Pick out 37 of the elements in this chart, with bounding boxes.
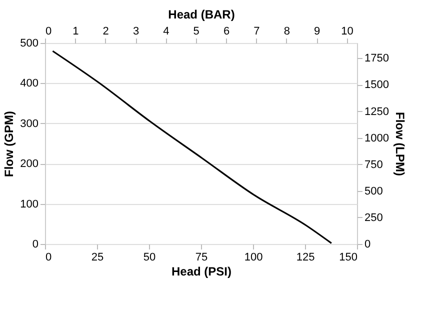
x2-tick-label: 8 <box>284 26 290 38</box>
y-tick-label: 500 <box>20 38 38 50</box>
x2-tick-label: 4 <box>163 26 170 38</box>
y2-tick-label: 1000 <box>364 132 389 144</box>
x2-axis-title: Head (BAR) <box>168 8 235 22</box>
y2-axis-title: Flow (LPM) <box>392 112 407 176</box>
x2-tick-label: 6 <box>223 26 230 38</box>
x-tick-label: 125 <box>296 252 315 264</box>
x2-tick-label: 2 <box>102 26 109 38</box>
x2-tick-label: 1 <box>72 26 79 38</box>
y2-tick-label: 0 <box>364 238 371 250</box>
x2-tick-label: 7 <box>254 26 260 38</box>
y-tick-label: 0 <box>32 238 38 250</box>
line-series <box>52 50 332 244</box>
y2-tick-label: 1500 <box>364 79 389 92</box>
y-tick-label: 100 <box>20 198 38 210</box>
y-tick-label: 200 <box>20 158 38 170</box>
x-tick-label: 150 <box>339 252 358 264</box>
y2-tick-label: 500 <box>364 185 383 198</box>
x-tick-label: 75 <box>195 252 208 264</box>
x2-tick-label: 9 <box>314 26 320 38</box>
y2-tick-label: 750 <box>364 158 383 171</box>
y2-tick-label: 1250 <box>364 106 389 118</box>
y-tick-label: 400 <box>20 78 38 90</box>
x-tick-label: 25 <box>91 252 104 264</box>
x-tick-label: 50 <box>143 252 156 264</box>
x2-tick-label: 0 <box>46 26 52 38</box>
x2-tick-label: 10 <box>341 26 354 38</box>
y-tick-label: 300 <box>20 118 38 130</box>
x-axis-title: Head (PSI) <box>171 264 232 278</box>
y2-tick-label: 1750 <box>364 52 389 65</box>
x-tick-label: 100 <box>244 252 263 264</box>
x2-tick-label: 3 <box>132 26 140 38</box>
y2-tick-label: 250 <box>364 212 383 224</box>
x2-tick-label: 5 <box>193 26 200 38</box>
x-tick-label: 0 <box>46 252 52 264</box>
y-axis-title: Flow (GPM) <box>2 111 16 177</box>
